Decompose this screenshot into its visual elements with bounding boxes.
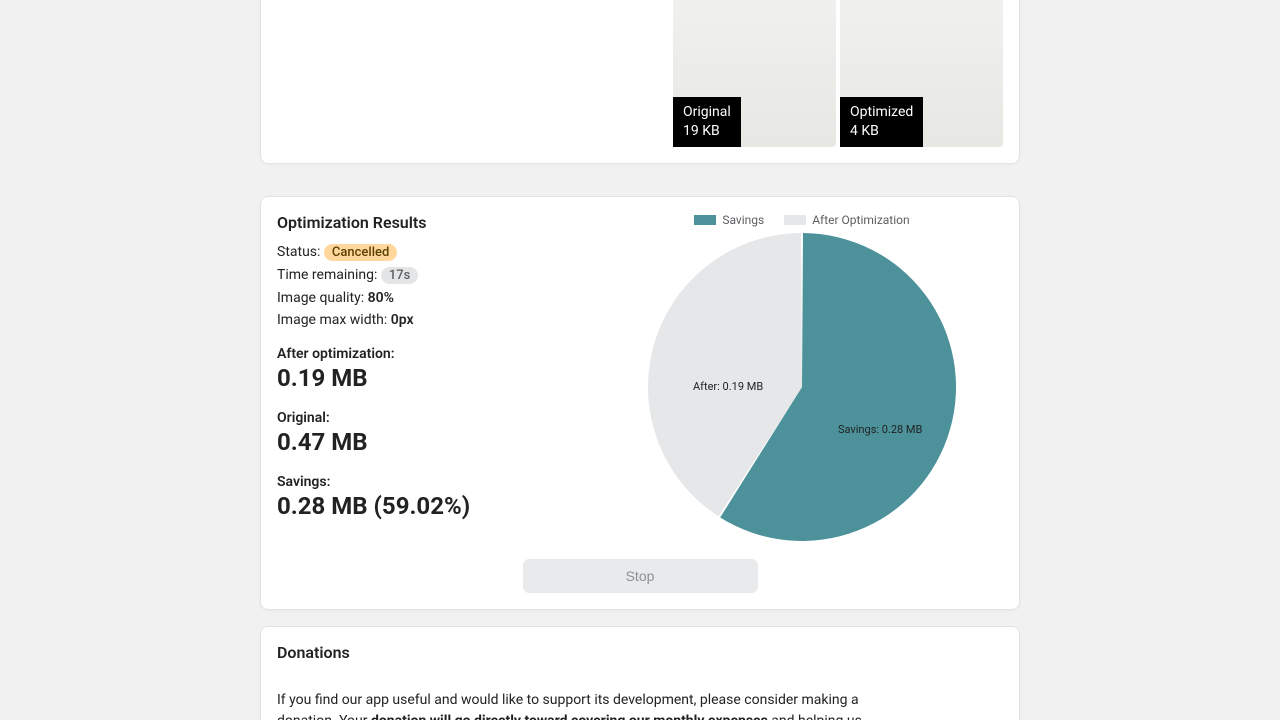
original-label: Original: [277,410,577,426]
savings-stat-value: 0.28 MB (59.02%) [277,492,577,520]
status-label: Status: [277,244,320,260]
pie-legend: Savings After Optimization [601,213,1003,227]
after-value: 0.19 MB [277,364,577,392]
legend-label-after: After Optimization [812,213,909,227]
preview-card: After Optimization 4 KB Savings 79% (-15… [260,0,1020,164]
legend-label-savings: Savings [722,213,764,227]
donations-text-bold: donation will go directly toward coverin… [371,713,768,720]
original-image-preview: Original 19 KB [673,0,836,147]
pie-label-savings: Savings: 0.28 MB [838,423,922,436]
quality-label: Image quality: [277,290,364,306]
time-badge: 17s [381,267,418,284]
original-tag-title: Original [683,103,731,122]
legend-swatch-savings [694,215,716,225]
quality-value: 80% [368,290,394,306]
pie-chart: Savings: 0.28 MB After: 0.19 MB [648,233,956,541]
after-label: After optimization: [277,346,577,362]
optimized-image-tag: Optimized 4 KB [840,97,923,147]
time-label: Time remaining: [277,267,377,283]
legend-item-savings: Savings [694,213,764,227]
pie-label-after: After: 0.19 MB [693,380,763,393]
legend-item-after: After Optimization [784,213,909,227]
results-title: Optimization Results [277,213,577,232]
original-image-tag: Original 19 KB [673,97,741,147]
optimized-tag-title: Optimized [850,103,913,122]
stop-button[interactable]: Stop [523,559,758,593]
preview-stats: After Optimization 4 KB Savings 79% (-15… [277,0,657,147]
savings-stat-label: Savings: [277,474,577,490]
maxw-label: Image max width: [277,312,387,328]
results-card: Optimization Results Status: Cancelled T… [260,196,1020,610]
optimized-tag-size: 4 KB [850,122,913,141]
original-tag-size: 19 KB [683,122,731,141]
donations-title: Donations [277,643,1003,662]
optimized-image-preview: Optimized 4 KB [840,0,1003,147]
legend-swatch-after [784,215,806,225]
maxw-value: 0px [391,312,414,328]
donations-card: Donations If you find our app useful and… [260,626,1020,720]
original-value: 0.47 MB [277,428,577,456]
status-badge: Cancelled [324,244,397,261]
donations-text: If you find our app useful and would lik… [277,690,867,720]
